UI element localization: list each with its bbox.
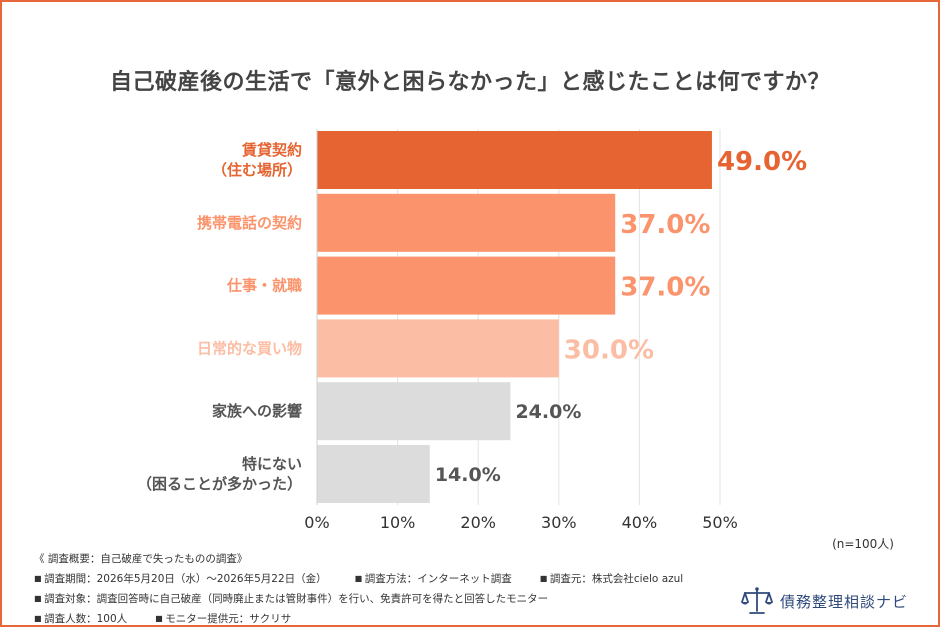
survey-period: 調査期間：2026年5月20日（水）〜2026年5月22日（金） — [34, 569, 327, 589]
value-label: 30.0% — [564, 335, 654, 365]
category-label: 賃貸契約 — [241, 141, 302, 159]
bar — [317, 131, 712, 189]
bar — [317, 319, 559, 378]
value-label: 49.0% — [717, 147, 807, 177]
category-label: （困ることが多かった） — [137, 475, 302, 493]
x-tick-label: 30% — [541, 513, 577, 532]
x-tick-label: 40% — [622, 513, 658, 532]
bar — [317, 256, 616, 315]
brand-name: 債務整理相談ナビ — [780, 592, 909, 611]
survey-notes: 《 調査概要：自己破産で失ったものの調査》 調査期間：2026年5月20日（水）… — [34, 550, 754, 625]
category-label: 日常的な買い物 — [197, 339, 302, 357]
category-label: 特にない — [242, 455, 302, 473]
survey-heading: 《 調査概要：自己破産で失ったものの調査》 — [34, 553, 248, 565]
value-label: 37.0% — [620, 210, 710, 240]
survey-count: 調査人数：100人 — [34, 609, 127, 625]
x-tick-label: 20% — [460, 513, 496, 532]
bar — [317, 382, 511, 441]
scales-of-justice-icon — [741, 587, 773, 614]
category-label: （住む場所） — [212, 161, 302, 179]
bar — [317, 445, 430, 503]
chart-title: 自己破産後の生活で「意外と困らなかった」と感じたことは何ですか？ — [109, 70, 830, 95]
bar — [317, 193, 616, 252]
x-tick-label: 50% — [702, 513, 738, 532]
value-label: 37.0% — [620, 273, 710, 303]
bar-chart: 0% 10% 20% 30% 40% 50% 49.0% 賃貸契約 （住む場所） 37.0% 携帯電… — [137, 129, 807, 532]
category-label: 携帯電話の契約 — [197, 214, 302, 232]
value-label: 24.0% — [515, 401, 581, 423]
category-label: 家族への影響 — [212, 402, 302, 420]
value-label: 14.0% — [435, 464, 501, 486]
survey-provider: モニター提供元：サクリサ — [155, 609, 291, 625]
sample-size-note: (n=100人) — [832, 537, 894, 551]
x-tick-label: 0% — [304, 513, 329, 532]
x-tick-label: 10% — [380, 513, 416, 532]
survey-source: 調査元：株式会社cielo azul — [540, 569, 683, 589]
brand-logo: 債務整理相談ナビ — [740, 586, 908, 616]
survey-target: 調査対象：調査回答時に自己破産（同時廃止または管財事件）を行い、免責許可を得たと… — [34, 589, 548, 609]
category-label: 仕事・就職 — [226, 277, 302, 295]
survey-method: 調査方法：インターネット調査 — [355, 569, 512, 589]
